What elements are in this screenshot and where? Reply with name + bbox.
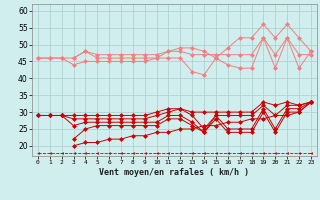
X-axis label: Vent moyen/en rafales ( km/h ): Vent moyen/en rafales ( km/h ) <box>100 168 249 177</box>
